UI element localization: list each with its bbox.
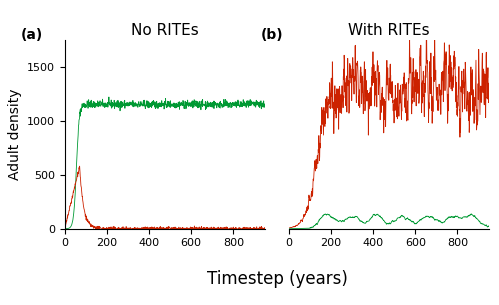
Title: No RITEs: No RITEs bbox=[131, 23, 199, 38]
Text: (b): (b) bbox=[261, 28, 283, 42]
Y-axis label: Adult density: Adult density bbox=[7, 88, 21, 180]
Title: With RITEs: With RITEs bbox=[348, 23, 430, 38]
Text: (a): (a) bbox=[21, 28, 43, 42]
Text: Timestep (years): Timestep (years) bbox=[207, 270, 347, 288]
